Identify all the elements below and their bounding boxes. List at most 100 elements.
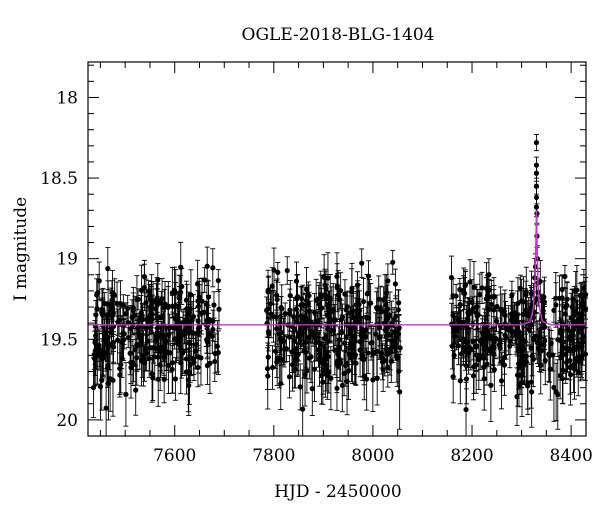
- data-point: [138, 335, 145, 387]
- data-point: [299, 286, 305, 311]
- data-point: [169, 345, 175, 394]
- data-point: [491, 347, 497, 392]
- y-axis-title: I magnitude: [11, 197, 31, 301]
- x-tick-label: 7600: [153, 446, 196, 466]
- x-tick-label: 8400: [550, 446, 593, 466]
- data-point: [318, 346, 325, 405]
- data-point: [292, 308, 298, 350]
- data-point: [465, 302, 471, 335]
- data-point: [128, 336, 134, 399]
- data-point: [322, 274, 328, 316]
- data-point: [520, 290, 526, 339]
- data-point: [205, 295, 212, 344]
- data-point: [169, 294, 175, 318]
- data-point: [201, 300, 207, 324]
- data-point: [215, 269, 221, 292]
- data-point: [486, 278, 492, 301]
- data-point: [563, 345, 570, 379]
- data-point: [105, 247, 111, 291]
- data-point: [358, 317, 365, 356]
- y-tick-label: 18.5: [40, 169, 78, 189]
- data-point: [155, 333, 161, 382]
- data-point: [344, 290, 350, 323]
- data-point: [560, 330, 566, 354]
- data-point: [216, 289, 222, 330]
- data-point: [186, 354, 192, 417]
- y-tick-label: 19: [56, 250, 78, 270]
- model-layer: [88, 210, 586, 326]
- data-point: [364, 347, 370, 411]
- data-point: [462, 276, 468, 310]
- data-point: [334, 272, 340, 299]
- data-point: [160, 333, 167, 362]
- data-point: [529, 356, 535, 428]
- data-point: [135, 315, 141, 340]
- data-point: [274, 279, 280, 311]
- data-point: [309, 361, 315, 416]
- data-point: [107, 345, 113, 412]
- data-point: [287, 288, 293, 332]
- data-point: [363, 314, 369, 359]
- data-point: [336, 326, 342, 370]
- data-point: [570, 315, 577, 344]
- data-point: [473, 339, 480, 371]
- data-point: [491, 285, 497, 308]
- data-point: [463, 342, 470, 390]
- data-point: [196, 280, 202, 332]
- data-point: [96, 261, 102, 301]
- data-point: [390, 249, 396, 275]
- data-point: [159, 278, 165, 320]
- data-point: [516, 362, 522, 408]
- data-point: [512, 319, 518, 345]
- data-point: [517, 274, 523, 302]
- data-point: [522, 288, 528, 335]
- data-point: [163, 323, 169, 381]
- data-point: [94, 278, 100, 312]
- data-layer: [90, 134, 589, 437]
- data-point: [542, 335, 548, 386]
- data-point: [553, 362, 559, 422]
- data-point: [525, 362, 531, 410]
- chart-title: OGLE-2018-BLG-1404: [242, 25, 435, 45]
- data-point: [345, 341, 352, 400]
- data-point: [379, 340, 385, 375]
- data-point: [92, 325, 98, 376]
- data-point: [103, 334, 109, 372]
- data-point: [541, 280, 547, 315]
- data-point: [574, 295, 580, 347]
- data-point: [99, 289, 105, 330]
- data-point: [198, 330, 204, 386]
- data-point: [210, 248, 216, 288]
- data-point: [507, 327, 513, 355]
- data-point: [533, 313, 539, 360]
- data-point: [300, 369, 306, 437]
- data-point: [493, 310, 500, 333]
- data-point: [265, 337, 271, 378]
- data-point: [369, 328, 375, 358]
- data-point: [109, 291, 115, 328]
- data-point: [328, 346, 334, 411]
- data-point: [480, 322, 486, 367]
- data-point: [274, 331, 280, 386]
- data-point: [119, 340, 125, 378]
- data-point: [157, 338, 163, 392]
- x-axis-title: HJD - 2450000: [274, 482, 402, 502]
- data-point: [212, 341, 218, 383]
- data-point: [499, 337, 505, 387]
- data-point: [571, 338, 578, 400]
- data-point: [167, 313, 173, 342]
- data-point: [303, 286, 310, 315]
- data-point: [298, 313, 304, 350]
- data-point: [338, 272, 344, 310]
- data-point: [339, 358, 345, 413]
- data-point: [284, 256, 290, 285]
- data-point: [488, 348, 494, 422]
- data-point: [316, 282, 322, 327]
- data-point: [451, 331, 457, 380]
- data-point: [392, 268, 399, 300]
- data-point: [550, 338, 556, 372]
- data-point: [385, 263, 391, 299]
- data-point: [536, 327, 543, 372]
- data-point: [359, 248, 365, 278]
- data-point: [165, 285, 171, 329]
